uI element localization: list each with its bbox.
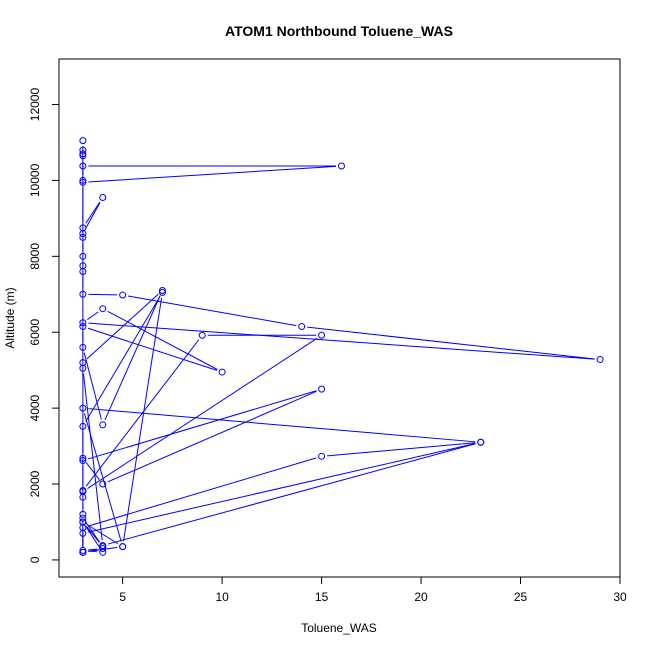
data-point bbox=[318, 452, 326, 460]
y-tick-label: 2000 bbox=[28, 470, 42, 497]
series-line-segment bbox=[88, 322, 595, 360]
data-point bbox=[337, 162, 345, 170]
y-tick-label: 6000 bbox=[28, 319, 42, 346]
series-layer bbox=[79, 137, 604, 556]
data-point bbox=[79, 162, 87, 170]
series-line-segment bbox=[107, 443, 476, 545]
data-point bbox=[79, 268, 87, 276]
data-point bbox=[79, 404, 87, 412]
data-point bbox=[99, 421, 107, 429]
y-tick-label: 0 bbox=[28, 556, 42, 563]
series-line-segment bbox=[88, 443, 476, 533]
data-point bbox=[79, 514, 87, 522]
data-point bbox=[79, 319, 87, 327]
series-line-segment bbox=[85, 201, 101, 224]
x-tick-label: 20 bbox=[414, 590, 428, 604]
data-point bbox=[79, 510, 87, 518]
series-line-segment bbox=[87, 390, 317, 460]
series-line-segment bbox=[85, 339, 200, 487]
y-tick-label: 4000 bbox=[28, 394, 42, 421]
data-point bbox=[79, 529, 87, 537]
series-line-segment bbox=[87, 327, 218, 371]
data-point bbox=[79, 343, 87, 351]
data-point bbox=[99, 480, 107, 488]
series-line-segment bbox=[83, 352, 102, 420]
y-tick-label: 10000 bbox=[28, 163, 42, 197]
series-line-segment bbox=[87, 337, 318, 490]
series-line-segment bbox=[85, 296, 161, 422]
data-point bbox=[79, 290, 87, 298]
data-point bbox=[79, 150, 87, 158]
data-point bbox=[79, 364, 87, 372]
series-line-segment bbox=[104, 295, 161, 421]
y-axis-label: Altitude (m) bbox=[3, 287, 17, 348]
x-axis: 5 10 15 20 25 30 bbox=[119, 576, 627, 604]
series-line-segment bbox=[88, 408, 476, 443]
data-point bbox=[119, 543, 127, 551]
data-point bbox=[99, 545, 107, 553]
y-tick-label: 8000 bbox=[28, 243, 42, 270]
data-point bbox=[79, 548, 87, 556]
series-line-segment bbox=[127, 295, 297, 327]
series-line-segment bbox=[123, 297, 163, 542]
data-point bbox=[79, 178, 87, 186]
data-point bbox=[79, 137, 87, 145]
data-point bbox=[79, 176, 87, 184]
data-point bbox=[79, 456, 87, 464]
data-point bbox=[79, 233, 87, 241]
data-point bbox=[99, 194, 107, 202]
series-line-segment bbox=[87, 311, 99, 320]
y-axis: 0 2000 4000 6000 8000 10000 12000 bbox=[28, 88, 60, 563]
data-point bbox=[79, 546, 87, 554]
y-tick-label: 12000 bbox=[28, 88, 42, 122]
data-point bbox=[79, 152, 87, 160]
series-line-segment bbox=[87, 457, 317, 527]
data-point bbox=[79, 422, 87, 430]
x-tick-label: 30 bbox=[613, 590, 627, 604]
data-point bbox=[318, 385, 326, 393]
series-line-segment bbox=[327, 442, 476, 457]
series-line-segment bbox=[85, 202, 101, 229]
data-point bbox=[158, 286, 166, 294]
data-point bbox=[198, 331, 206, 339]
data-point bbox=[99, 548, 107, 556]
series-line-segment bbox=[88, 550, 98, 553]
plot-frame bbox=[58, 58, 621, 578]
data-point bbox=[318, 331, 326, 339]
series-line-segment bbox=[83, 413, 122, 542]
series-line-segment bbox=[85, 462, 100, 480]
data-point bbox=[79, 454, 87, 462]
series-line-segment bbox=[82, 373, 103, 541]
data-point bbox=[119, 291, 127, 299]
data-point bbox=[79, 252, 87, 260]
x-tick-label: 10 bbox=[215, 590, 229, 604]
data-point bbox=[99, 305, 107, 313]
data-point bbox=[596, 356, 604, 364]
x-tick-label: 15 bbox=[315, 590, 329, 604]
data-point bbox=[298, 323, 306, 331]
series-line-segment bbox=[85, 526, 101, 549]
data-point bbox=[218, 368, 226, 376]
x-tick-label: 25 bbox=[514, 590, 528, 604]
data-point bbox=[79, 493, 87, 501]
series-line-segment bbox=[86, 293, 159, 360]
data-point bbox=[477, 438, 485, 446]
chart-title: ATOM1 Northbound Toluene_WAS bbox=[225, 23, 453, 39]
data-point bbox=[158, 288, 166, 296]
data-point bbox=[79, 323, 87, 331]
series-line-segment bbox=[87, 524, 119, 545]
series-line-segment bbox=[85, 525, 100, 543]
series-line-segment bbox=[88, 548, 98, 551]
series-line-segment bbox=[307, 326, 595, 360]
data-point bbox=[79, 230, 87, 238]
x-tick-label: 5 bbox=[119, 590, 126, 604]
data-point bbox=[79, 518, 87, 526]
series-line-segment bbox=[107, 310, 218, 370]
series-line-segment bbox=[88, 293, 118, 296]
series-line-segment bbox=[88, 165, 337, 183]
series-line-segment bbox=[107, 390, 317, 483]
x-axis-label: Toluene_WAS bbox=[301, 621, 377, 635]
